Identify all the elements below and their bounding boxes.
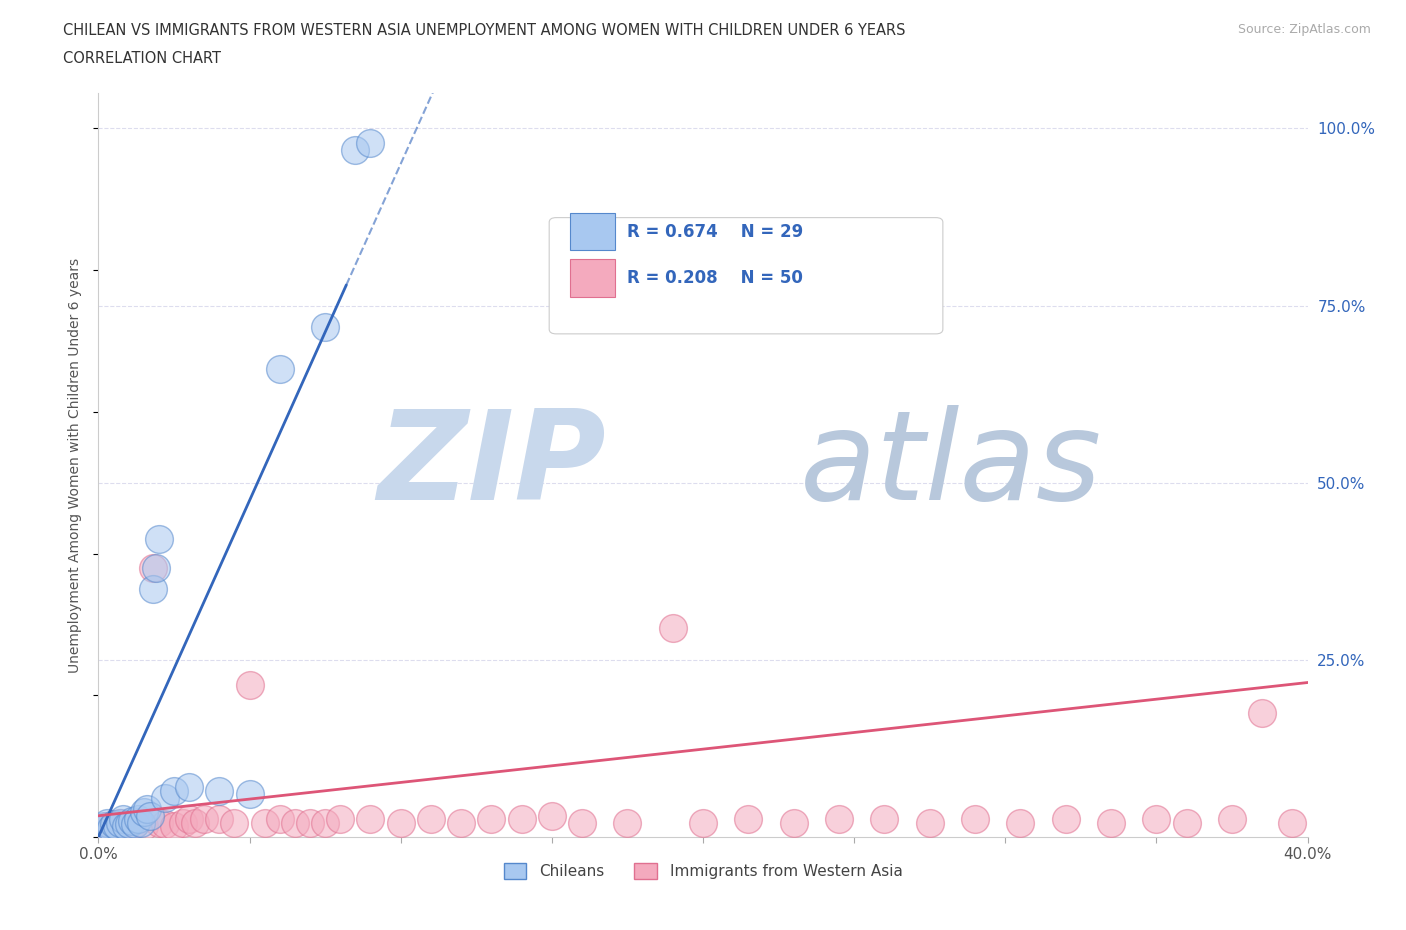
Point: [540, 808, 562, 823]
Point: [96, 819, 118, 834]
Point: [105, 819, 128, 834]
Point: [135, 802, 157, 817]
Point: [828, 812, 851, 827]
Point: [208, 783, 231, 798]
Point: [172, 816, 194, 830]
Point: [692, 816, 714, 830]
Text: ZIP: ZIP: [378, 405, 606, 525]
Point: [314, 319, 336, 334]
Text: R = 0.208    N = 50: R = 0.208 N = 50: [627, 269, 803, 287]
Point: [142, 581, 165, 596]
Point: [737, 812, 759, 827]
Point: [118, 817, 141, 831]
Point: [153, 790, 176, 805]
Point: [114, 819, 136, 834]
Point: [344, 142, 367, 157]
Point: [1175, 816, 1198, 830]
Point: [103, 817, 125, 831]
Point: [121, 814, 143, 829]
Point: [108, 816, 131, 830]
Point: [329, 812, 352, 827]
Point: [108, 816, 131, 830]
Point: [510, 812, 533, 827]
Point: [124, 817, 146, 831]
Point: [90, 822, 112, 837]
Point: [208, 812, 231, 827]
Point: [965, 812, 987, 827]
Point: [1054, 812, 1077, 827]
Point: [163, 783, 186, 798]
Point: [163, 819, 186, 834]
Point: [616, 816, 638, 830]
Point: [90, 822, 112, 837]
Point: [96, 816, 118, 830]
Point: [1251, 706, 1274, 721]
Text: atlas: atlas: [800, 405, 1102, 525]
Point: [1220, 812, 1243, 827]
Point: [100, 821, 122, 836]
Point: [148, 816, 170, 830]
Point: [1281, 816, 1303, 830]
Point: [918, 816, 941, 830]
Point: [124, 816, 146, 830]
Point: [103, 817, 125, 831]
Y-axis label: Unemployment Among Women with Children Under 6 years: Unemployment Among Women with Children U…: [69, 258, 83, 672]
Point: [1010, 816, 1032, 830]
Point: [193, 812, 215, 827]
Point: [145, 560, 167, 575]
Text: CORRELATION CHART: CORRELATION CHART: [63, 51, 221, 66]
Point: [450, 816, 472, 830]
Point: [111, 812, 134, 827]
Point: [284, 816, 307, 830]
Point: [153, 817, 176, 831]
Point: [114, 819, 136, 834]
Point: [239, 787, 262, 802]
Point: [132, 804, 155, 819]
Point: [184, 816, 207, 830]
Point: [269, 362, 291, 377]
Point: [389, 816, 412, 830]
Point: [132, 819, 155, 834]
Point: [1144, 812, 1167, 827]
Text: Source: ZipAtlas.com: Source: ZipAtlas.com: [1237, 23, 1371, 36]
Point: [179, 812, 201, 827]
Legend: Chileans, Immigrants from Western Asia: Chileans, Immigrants from Western Asia: [498, 857, 908, 885]
Point: [127, 812, 149, 827]
Point: [299, 816, 322, 830]
Point: [179, 780, 201, 795]
Point: [129, 816, 152, 830]
Point: [148, 532, 170, 547]
Point: [139, 808, 162, 823]
Point: [420, 812, 443, 827]
Point: [93, 819, 115, 834]
Point: [314, 816, 336, 830]
Point: [1099, 816, 1122, 830]
Point: [873, 812, 896, 827]
Point: [269, 812, 291, 827]
Point: [481, 812, 503, 827]
Text: R = 0.674    N = 29: R = 0.674 N = 29: [627, 222, 803, 241]
Point: [239, 677, 262, 692]
Point: [224, 816, 246, 830]
Point: [253, 816, 276, 830]
Point: [360, 135, 382, 150]
Point: [571, 816, 593, 830]
Point: [783, 816, 806, 830]
Point: [360, 812, 382, 827]
Point: [661, 620, 683, 635]
Point: [118, 817, 141, 831]
Point: [142, 560, 165, 575]
Text: CHILEAN VS IMMIGRANTS FROM WESTERN ASIA UNEMPLOYMENT AMONG WOMEN WITH CHILDREN U: CHILEAN VS IMMIGRANTS FROM WESTERN ASIA …: [63, 23, 905, 38]
